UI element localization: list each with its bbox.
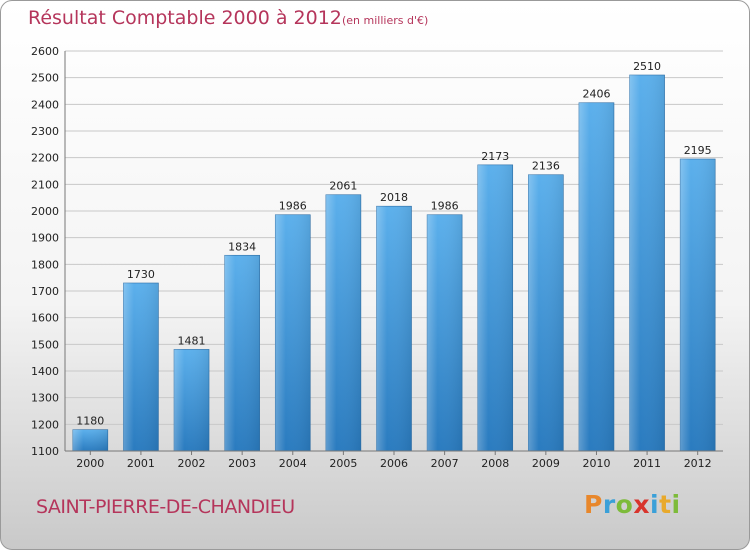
chart-subtitle: (en milliers d'€) [342,14,429,27]
x-tick-label: 2010 [582,457,610,470]
data-label-2006: 2018 [380,191,408,204]
data-label-2007: 1986 [431,200,459,213]
bar-shine-2007 [427,214,463,451]
x-tick-label: 2002 [178,457,206,470]
data-label-2008: 2173 [481,150,509,163]
x-tick-label: 2009 [532,457,560,470]
bar-shine-2002 [174,349,210,451]
x-tick-label: 2008 [481,457,509,470]
data-label-2003: 1834 [228,240,256,253]
bar-shine-2001 [123,283,159,451]
y-tick-label: 1500 [31,338,59,351]
data-label-2005: 2061 [329,180,357,193]
x-tick-label: 2011 [633,457,661,470]
bar-shine-2011 [629,75,665,451]
x-tick-label: 2001 [127,457,155,470]
proxiti-logo: Proxiti [584,490,681,519]
bar-shine-2009 [528,174,564,451]
data-label-2010: 2406 [582,88,610,101]
bar-shine-2004 [275,214,311,451]
data-label-2011: 2510 [633,60,661,73]
y-tick-label: 2500 [31,72,59,85]
y-tick-label: 2400 [31,98,59,111]
y-tick-label: 1700 [31,285,59,298]
logo-letter: i [650,490,660,519]
y-tick-label: 2300 [31,125,59,138]
data-label-2012: 2195 [684,144,712,157]
x-tick-label: 2004 [279,457,307,470]
bar-shine-2003 [224,255,260,451]
x-tick-label: 2000 [76,457,104,470]
bar-shine-2010 [578,102,614,451]
data-label-2001: 1730 [127,268,155,281]
logo-letter: o [615,490,634,519]
y-tick-label: 1400 [31,365,59,378]
y-tick-label: 1900 [31,232,59,245]
y-tick-label: 1200 [31,418,59,431]
bar-shine-2008 [477,164,513,451]
bar-shine-2012 [680,159,716,451]
y-tick-label: 1600 [31,312,59,325]
y-tick-label: 2000 [31,205,59,218]
logo-letter: t [659,490,672,519]
data-label-2000: 1180 [76,415,104,428]
y-tick-label: 1800 [31,258,59,271]
bar-shine-2005 [325,194,361,451]
y-tick-label: 2600 [31,45,59,58]
data-label-2004: 1986 [279,200,307,213]
bar-shine-2006 [376,206,412,451]
chart-title: Résultat Comptable 2000 à 2012 [28,7,342,29]
y-tick-label: 2100 [31,178,59,191]
data-label-2002: 1481 [178,334,206,347]
x-tick-label: 2005 [329,457,357,470]
x-tick-label: 2003 [228,457,256,470]
logo-letter: x [633,490,650,519]
y-tick-label: 1100 [31,445,59,458]
bar-shine-2000 [72,429,108,451]
logo-letter: r [602,490,616,519]
data-label-2009: 2136 [532,160,560,173]
y-tick-label: 2200 [31,152,59,165]
x-tick-label: 2007 [431,457,459,470]
y-tick-label: 1300 [31,392,59,405]
x-tick-label: 2012 [684,457,712,470]
logo-letter: P [584,490,603,519]
commune-name: SAINT-PIERRE-DE-CHANDIEU [36,496,295,518]
x-tick-label: 2006 [380,457,408,470]
logo-letter: i [671,490,681,519]
